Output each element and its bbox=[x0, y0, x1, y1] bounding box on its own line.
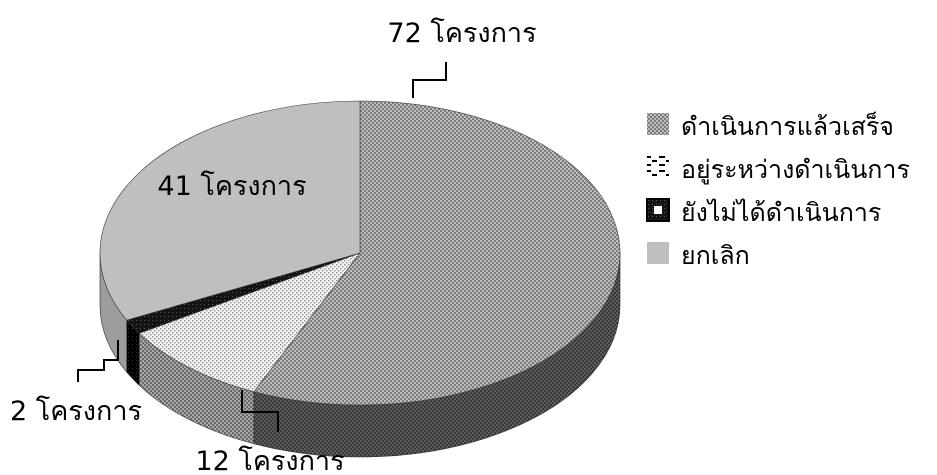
leader-lines bbox=[77, 62, 447, 432]
legend-swatch-0 bbox=[647, 113, 669, 135]
leader-line-2 bbox=[77, 340, 119, 382]
legend-label-2: ยังไม่ได้ดำเนินการ bbox=[681, 198, 881, 227]
legend-swatch-1 bbox=[647, 156, 669, 178]
legend-swatch-3 bbox=[647, 242, 669, 264]
data-labels: 72 โครงการ 12 โครงการ 2 โครงการ 41 โครงการ bbox=[10, 18, 537, 475]
pie-side-faces bbox=[99, 252, 621, 458]
legend-swatch-inner-2 bbox=[654, 206, 662, 214]
data-label-2: 2 โครงการ bbox=[10, 396, 142, 427]
legend-label-0: ดำเนินการแล้วเสร็จ bbox=[681, 111, 894, 141]
pie-slice-1 bbox=[138, 252, 361, 393]
data-label-1: 12 โครงการ bbox=[195, 446, 344, 475]
legend: ดำเนินการแล้วเสร็จอยู่ระหว่างดำเนินการยั… bbox=[646, 111, 910, 270]
legend-label-1: อยู่ระหว่างดำเนินการ bbox=[681, 155, 910, 185]
leader-line-1 bbox=[241, 390, 279, 432]
legend-label-3: ยกเลิก bbox=[681, 241, 750, 270]
leader-line-0 bbox=[412, 62, 447, 98]
pie-top-faces bbox=[99, 100, 621, 406]
data-label-3: 41 โครงการ bbox=[157, 171, 306, 202]
data-label-0: 72 โครงการ bbox=[387, 18, 536, 49]
pie-slice-0 bbox=[253, 100, 621, 406]
pie-slice-3 bbox=[99, 100, 361, 321]
